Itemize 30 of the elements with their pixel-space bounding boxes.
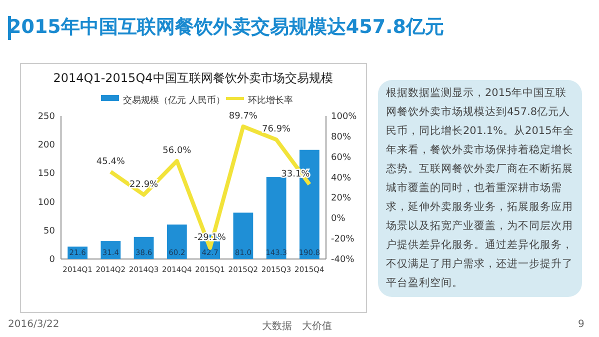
y-tick-label: 150 bbox=[38, 169, 56, 180]
y2-tick-label: 40% bbox=[331, 173, 352, 184]
y2-tick-label: 0% bbox=[331, 214, 346, 224]
y-tick-label: 50 bbox=[44, 226, 56, 236]
text: 根据数据监测显示，2015年中国互联网餐饮外卖市场规模达到457.8亿元人民币，同比增长201.1%。从2015年全年来看，餐饮外卖市场保持着稳定增长态势。互联网餐饮外卖厂商在不断拓展城市覆盖的同时，也着重深耕市场需求，延伸外卖服务业务，拓展服务应用场景以及拓宽产业覆盖，为不同层次用户提供差异化服务。通过差异化服务，不仅满足了用户需求，还进一步提升了平台盈利空间。 bbox=[386, 87, 574, 289]
bar bbox=[233, 212, 254, 259]
bar bbox=[167, 224, 187, 259]
data-label: 45.4% bbox=[96, 156, 126, 167]
bar bbox=[266, 177, 286, 259]
y2-tick-label: 60% bbox=[331, 152, 352, 163]
text: 大数据 大价值 bbox=[262, 320, 332, 333]
data-label: 56.0% bbox=[162, 146, 192, 156]
y-tick-label: 100 bbox=[38, 198, 56, 208]
chart-title: 2015年中国互联网餐饮外卖交易规模达457.8亿元 bbox=[8, 15, 444, 40]
y2-tick-label: 80% bbox=[331, 132, 352, 142]
y2-tick-label: 20% bbox=[331, 194, 352, 204]
y-tick-label: 0 bbox=[49, 255, 56, 265]
data-label: 89.7% bbox=[228, 112, 258, 122]
y2-tick-label: -40% bbox=[331, 255, 355, 265]
data-label: -29.1% bbox=[194, 232, 226, 243]
legend-label: 交易规模（亿元 人民币） bbox=[123, 95, 225, 106]
y-tick-label: 200 bbox=[38, 140, 56, 151]
chart-subtitle: 2014Q1-2015Q4中国互联网餐饮外卖市场交易规模 bbox=[53, 71, 333, 85]
data-label: 76.9% bbox=[262, 124, 292, 135]
text: 2016/3/22 bbox=[8, 319, 60, 330]
y2-tick-label: -20% bbox=[331, 234, 355, 245]
legend-label: 环比增长率 bbox=[248, 95, 293, 106]
text: 9 bbox=[578, 319, 584, 330]
y-tick-label: 250 bbox=[38, 112, 56, 122]
y2-tick-label: 100% bbox=[331, 112, 358, 122]
